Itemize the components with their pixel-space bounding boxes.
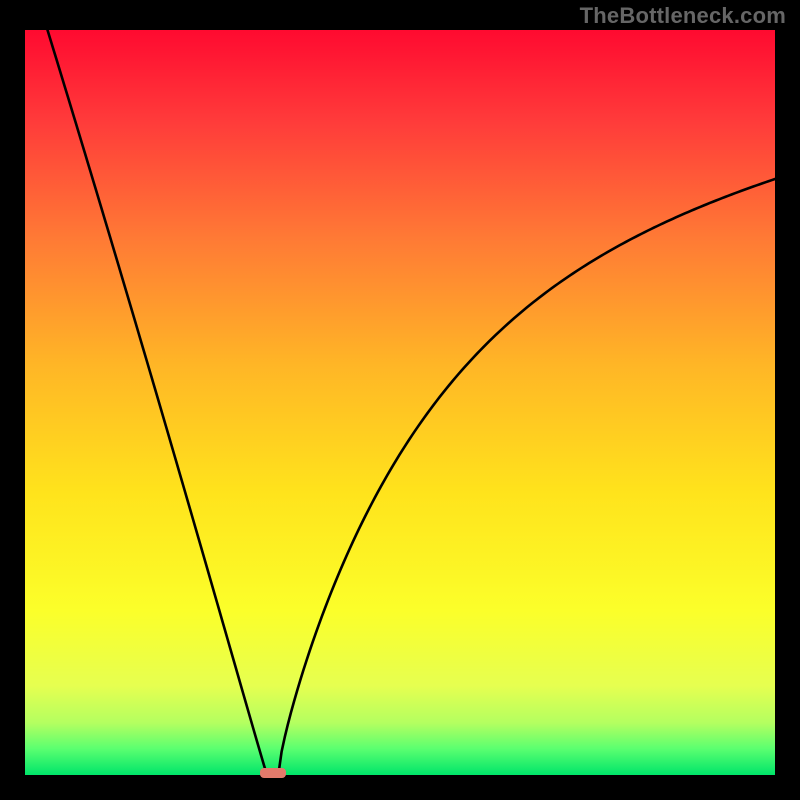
optimum-marker [260,768,286,778]
bottleneck-curve [25,30,775,775]
watermark-text: TheBottleneck.com [580,3,786,29]
chart-container: TheBottleneck.com [0,0,800,800]
plot-area [25,30,775,775]
